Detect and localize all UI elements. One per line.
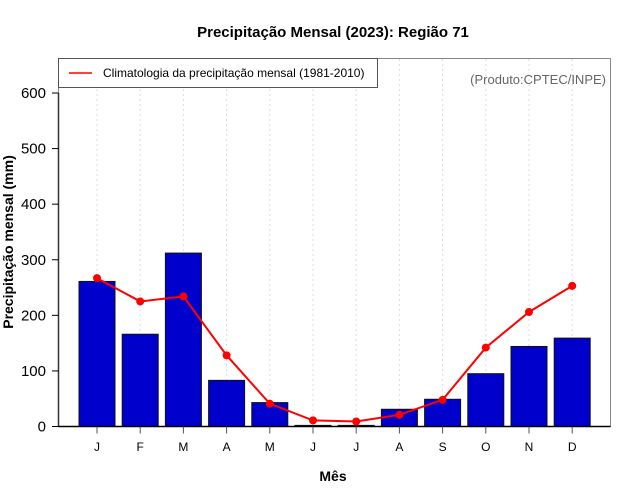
climatology-point-7 (352, 417, 361, 426)
bar-f-2 (121, 333, 159, 427)
x-axis-label: Mês (319, 468, 346, 484)
climatology-point-10 (481, 343, 490, 352)
y-tick-label: 300 (21, 252, 46, 269)
x-tick-label: J (94, 440, 100, 454)
bar-d-12 (553, 337, 591, 427)
legend-label-climatology: Climatologia da precipitação mensal (198… (103, 66, 364, 80)
climatology-line (96, 277, 573, 423)
y-tick-label: 100 (21, 363, 46, 380)
climatology-point-6 (309, 416, 317, 425)
y-axis-ticks: 0 100 200 300 400 500 600 (21, 85, 59, 436)
climatology-point-11 (525, 307, 533, 316)
y-axis-label: Precipitação mensal (mm) (0, 155, 16, 329)
x-tick-label: F (137, 440, 144, 454)
x-tick-label: A (395, 440, 403, 454)
x-tick-label: D (568, 440, 577, 454)
y-tick-label: 400 (21, 196, 46, 213)
climatology-point-2 (136, 297, 145, 306)
y-tick-label: 500 (21, 141, 46, 158)
legend-box (58, 58, 378, 88)
climatology-line-group (93, 274, 577, 426)
climatology-point-3 (179, 292, 188, 301)
bar-o-10 (467, 373, 505, 427)
x-tick-label: S (439, 440, 447, 454)
y-tick-label: 600 (21, 85, 46, 102)
x-tick-label: J (353, 440, 359, 454)
bar-j-1 (78, 280, 116, 427)
bars-group (78, 252, 591, 428)
climatology-point-4 (222, 351, 231, 360)
x-tick-label: M (265, 440, 275, 454)
climatology-point-5 (265, 399, 274, 408)
climatology-point-8 (395, 410, 404, 419)
bar-a-4 (208, 379, 246, 428)
x-tick-label: N (525, 440, 534, 454)
y-tick-label: 0 (38, 419, 46, 436)
x-tick-label: J (310, 440, 316, 454)
bar-n-11 (510, 345, 548, 427)
bar-m-3 (164, 252, 202, 427)
legend: Climatologia da precipitação mensal (198… (58, 58, 378, 88)
x-tick-label: O (481, 440, 490, 454)
chart-title: Precipitação Mensal (2023): Região 71 (197, 24, 469, 41)
climatology-point-12 (568, 281, 577, 290)
credit-annotation: (Produto:CPTEC/INPE) (470, 72, 606, 87)
climatology-point-1 (93, 274, 101, 283)
y-tick-label: 200 (21, 307, 46, 324)
x-tick-label: A (223, 440, 231, 454)
climatology-point-9 (438, 395, 447, 404)
x-tick-label: M (178, 440, 188, 454)
